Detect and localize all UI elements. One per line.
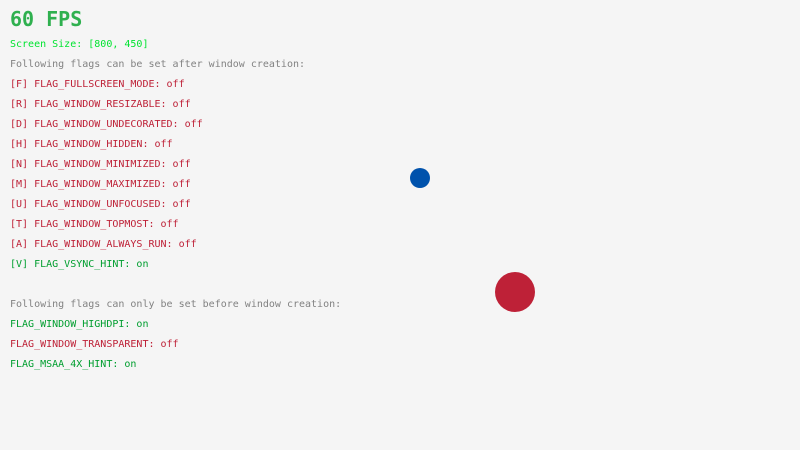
- flag-status-item: [V] FLAG_VSYNC_HINT: on: [10, 259, 149, 270]
- small-bouncing-ball: [410, 168, 430, 188]
- flag-status-item: [D] FLAG_WINDOW_UNDECORATED: off: [10, 119, 203, 130]
- flag-status-item: [N] FLAG_WINDOW_MINIMIZED: off: [10, 159, 191, 170]
- flag-status-item: [A] FLAG_WINDOW_ALWAYS_RUN: off: [10, 239, 197, 250]
- fps-counter: 60 FPS: [10, 7, 83, 31]
- after-creation-heading: Following flags can be set after window …: [10, 59, 306, 70]
- flag-status-item: FLAG_MSAA_4X_HINT: on: [10, 359, 137, 370]
- flag-status-item: FLAG_WINDOW_TRANSPARENT: off: [10, 339, 179, 350]
- flag-status-item: [F] FLAG_FULLSCREEN_MODE: off: [10, 79, 185, 90]
- flag-status-item: [M] FLAG_WINDOW_MAXIMIZED: off: [10, 179, 191, 190]
- flag-status-item: [T] FLAG_WINDOW_TOPMOST: off: [10, 219, 179, 230]
- flag-status-item: FLAG_WINDOW_HIGHDPI: on: [10, 319, 149, 330]
- large-bouncing-ball: [495, 272, 535, 312]
- flag-status-item: [H] FLAG_WINDOW_HIDDEN: off: [10, 139, 173, 150]
- screen-size-label: Screen Size: [800, 450]: [10, 39, 149, 50]
- flag-status-item: [R] FLAG_WINDOW_RESIZABLE: off: [10, 99, 191, 110]
- before-creation-heading: Following flags can only be set before w…: [10, 299, 342, 310]
- flag-status-item: [U] FLAG_WINDOW_UNFOCUSED: off: [10, 199, 191, 210]
